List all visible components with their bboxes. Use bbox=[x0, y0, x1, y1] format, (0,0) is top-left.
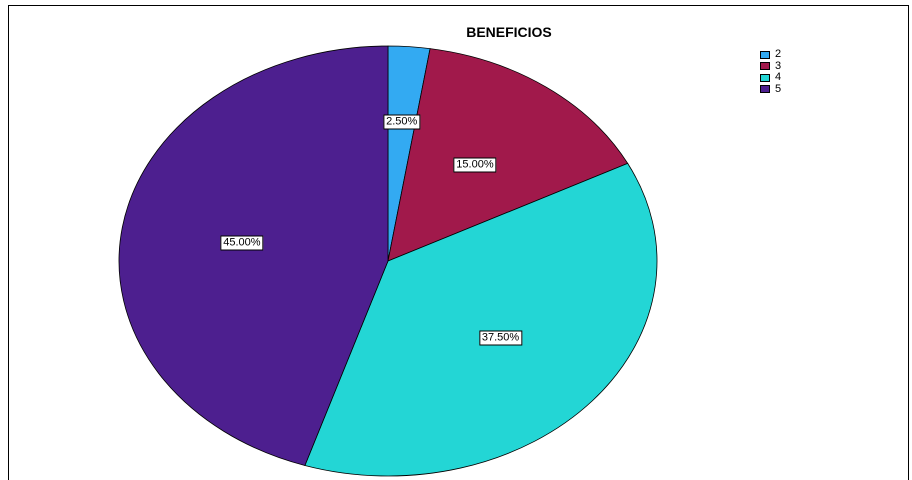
legend-label: 5 bbox=[775, 82, 782, 95]
legend-item-3: 3 bbox=[760, 59, 782, 73]
legend-swatch bbox=[760, 85, 770, 94]
legend-label: 2 bbox=[775, 48, 782, 61]
pie-slice-5 bbox=[118, 45, 389, 466]
legend-item-2: 2 bbox=[760, 49, 781, 61]
pie bbox=[118, 45, 658, 477]
pie-slice-3 bbox=[387, 48, 629, 262]
legend-label: 3 bbox=[775, 59, 782, 72]
legend-swatch bbox=[760, 50, 770, 59]
data-label-5: 45.00% bbox=[220, 235, 264, 250]
legend-swatch bbox=[760, 62, 770, 71]
data-label-4: 37.50% bbox=[478, 330, 523, 346]
pie-slice-4 bbox=[304, 162, 658, 477]
legend-item-5: 5 bbox=[760, 82, 782, 96]
legend-swatch bbox=[760, 73, 770, 82]
chart-title: BENEFICIOS bbox=[466, 24, 552, 40]
legend-item-4: 4 bbox=[760, 72, 781, 84]
legend-label: 4 bbox=[775, 71, 782, 84]
data-label-3: 15.00% bbox=[453, 157, 497, 173]
data-label-2: 2.50% bbox=[383, 114, 421, 130]
